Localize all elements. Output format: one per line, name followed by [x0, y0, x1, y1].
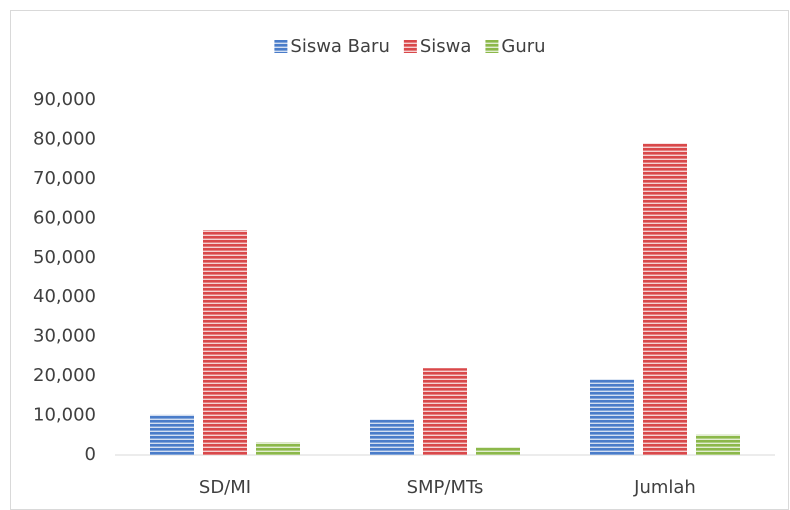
legend-swatch: [403, 40, 417, 53]
x-tick-label: SMP/MTs: [407, 477, 484, 498]
y-tick-label: 20,000: [33, 365, 96, 386]
bar: [423, 368, 467, 455]
bar: [203, 230, 247, 455]
x-tick-label: Jumlah: [633, 477, 696, 498]
legend-label: Siswa Baru: [290, 36, 389, 57]
legend-swatch: [485, 40, 499, 53]
bar: [476, 447, 520, 455]
y-tick-label: 10,000: [33, 405, 96, 426]
bar: [256, 442, 300, 455]
legend-label: Siswa: [420, 36, 472, 57]
bar: [150, 414, 194, 455]
y-tick-label: 80,000: [33, 128, 96, 149]
legend-swatch: [274, 40, 288, 53]
x-tick-label: SD/MI: [199, 477, 251, 498]
y-tick-label: 70,000: [33, 168, 96, 189]
bar: [643, 143, 687, 455]
legend: Siswa Baru Siswa Guru: [274, 36, 546, 57]
bar: [370, 419, 414, 455]
legend-label: Guru: [501, 36, 545, 57]
bar: [696, 434, 740, 455]
y-tick-label: 0: [85, 444, 96, 465]
y-tick-label: 30,000: [33, 326, 96, 347]
y-tick-label: 40,000: [33, 286, 96, 307]
bar: [590, 379, 634, 455]
y-tick-label: 60,000: [33, 207, 96, 228]
y-tick-label: 50,000: [33, 247, 96, 268]
y-tick-label: 90,000: [33, 89, 96, 110]
